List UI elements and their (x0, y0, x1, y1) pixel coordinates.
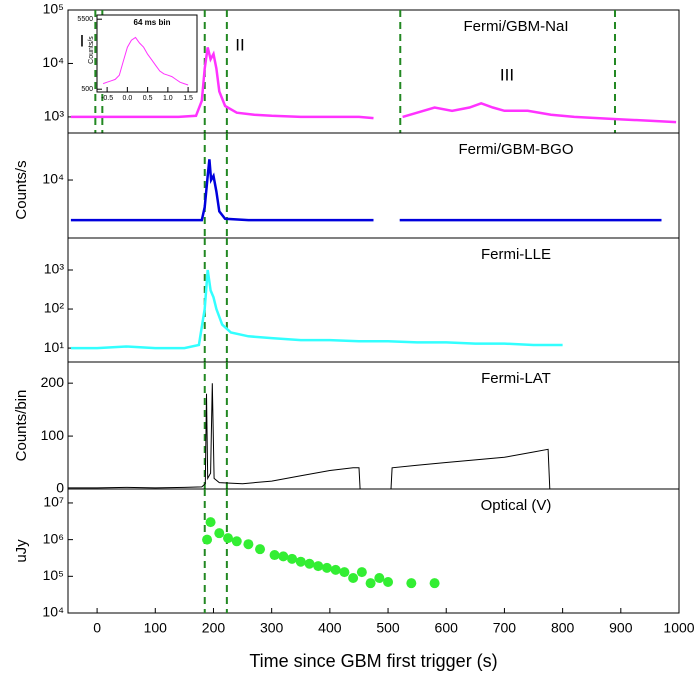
data-point (406, 578, 417, 589)
x-tick-label: 900 (609, 620, 633, 636)
data-line (70, 269, 563, 350)
data-point (321, 562, 332, 573)
y-tick-label: 0 (56, 480, 64, 496)
annotation: II (235, 35, 244, 54)
data-point (374, 572, 385, 583)
y-tick-label: 10¹ (44, 339, 65, 355)
annotation: I (80, 31, 85, 50)
plot-frame (67, 488, 680, 614)
panel-title: Fermi/GBM-BGO (459, 141, 574, 158)
data-point (313, 561, 324, 572)
x-tick-label: 0.5 (143, 95, 153, 102)
data-point (295, 556, 306, 567)
data-line (102, 36, 189, 86)
data-point (383, 576, 394, 587)
x-tick-label: 300 (260, 620, 284, 636)
y-tick-label: 10² (44, 300, 65, 316)
y-tick-label: 100 (41, 427, 65, 443)
x-tick-label: 1.0 (163, 95, 173, 102)
inset-title: 64 ms bin (134, 18, 171, 27)
y-axis-label: uJy (13, 539, 30, 563)
y-tick-label: 10⁵ (43, 567, 64, 583)
x-tick-label: 600 (435, 620, 459, 636)
data-point (269, 550, 280, 561)
data-point (356, 567, 367, 578)
data-point (304, 558, 315, 569)
inset-y-label: Counts/s (88, 36, 95, 64)
plot-frame (96, 14, 198, 93)
y-tick-label: 10⁶ (43, 530, 64, 546)
x-tick-label: 1000 (663, 620, 694, 636)
data-point (287, 553, 298, 564)
y-tick-label: 10³ (44, 108, 65, 124)
y-tick-label: 500 (81, 86, 93, 93)
y-tick-label: 200 (41, 374, 65, 390)
x-axis-label: Time since GBM first trigger (s) (249, 651, 497, 671)
x-tick-label: 0 (93, 620, 101, 636)
x-tick-label: 1.5 (183, 95, 193, 102)
data-point (429, 578, 440, 589)
data-line (70, 159, 662, 222)
data-point (365, 578, 376, 589)
y-tick-label: 10⁵ (43, 1, 64, 17)
y-tick-label: 5500 (77, 16, 93, 23)
plot-frame (67, 132, 680, 239)
panel-title: Fermi-LLE (481, 246, 551, 263)
y-tick-label: 10⁴ (42, 54, 64, 70)
data-point (278, 551, 289, 562)
data-point (348, 572, 359, 583)
data-point (202, 534, 213, 545)
y-axis-label: Counts/s (13, 160, 30, 219)
x-tick-label: 700 (493, 620, 517, 636)
panel-title: Fermi-LAT (481, 370, 551, 387)
panel-title: Optical (V) (481, 497, 552, 514)
y-tick-label: 10⁴ (42, 604, 64, 620)
x-tick-label: 200 (202, 620, 226, 636)
x-tick-label: 500 (376, 620, 400, 636)
plot-frame (67, 361, 680, 490)
data-point (339, 567, 350, 578)
y-axis-label: Counts/bin (13, 390, 30, 462)
y-tick-label: 10⁴ (42, 171, 64, 187)
x-tick-label: 0.0 (122, 95, 132, 102)
data-point (214, 528, 225, 539)
data-point (205, 517, 216, 528)
x-tick-label: -0.5 (101, 95, 113, 102)
x-tick-label: 800 (551, 620, 575, 636)
data-line (70, 47, 677, 124)
panel-title: Fermi/GBM-NaI (464, 18, 569, 35)
y-tick-label: 10³ (44, 261, 65, 277)
data-line (68, 383, 551, 490)
data-point (223, 533, 234, 544)
data-point (255, 544, 266, 555)
data-point (243, 539, 254, 550)
x-tick-label: 100 (144, 620, 168, 636)
y-tick-label: 10⁷ (43, 494, 64, 510)
data-point (231, 536, 242, 547)
plot-frame (67, 237, 680, 363)
data-point (330, 564, 341, 575)
x-tick-label: 400 (318, 620, 342, 636)
annotation: III (500, 65, 514, 84)
